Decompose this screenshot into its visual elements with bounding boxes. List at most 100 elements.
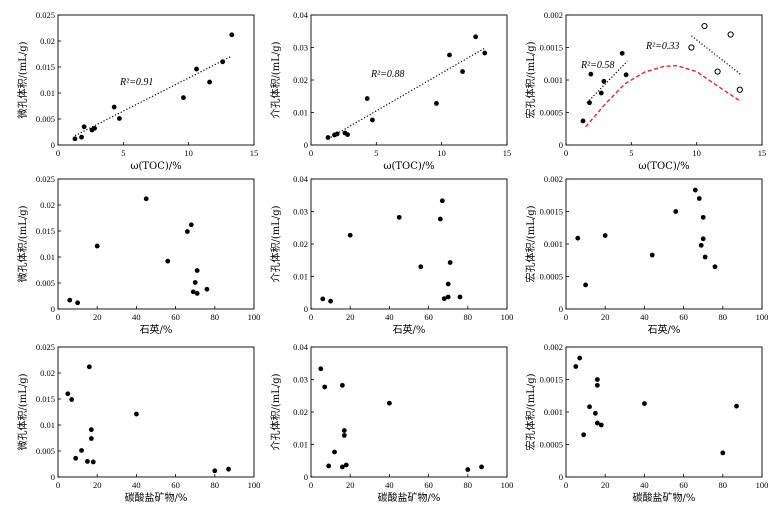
data-point (88, 436, 94, 441)
r-squared-label: R²=0.58 (580, 60, 614, 71)
data-point (75, 300, 80, 306)
x-tick-label: 40 (385, 312, 394, 322)
data-point (79, 448, 84, 453)
fitted-curve (585, 64, 741, 128)
y-tick-label: 0.001 (544, 239, 563, 249)
x-tick-label: 10 (437, 148, 446, 158)
y-tick-label: 0.025 (36, 10, 55, 20)
y-axis-label: 宏孔体积/(mL/g) (524, 373, 537, 450)
data-point (194, 268, 200, 273)
x-tick-label: 80 (464, 480, 473, 490)
x-axis-label: 碳酸盐矿物/% (125, 491, 188, 504)
x-tick-label: 0 (309, 480, 313, 490)
data-point (229, 32, 235, 38)
data-point (134, 411, 139, 417)
r-squared-label: R²=0.33 (645, 41, 679, 52)
x-tick-label: 0 (309, 312, 313, 322)
y-tick-label: 0.02 (40, 200, 55, 210)
x-tick-label: 20 (93, 312, 102, 322)
x-tick-label: 20 (346, 312, 355, 322)
x-tick-label: 100 (248, 480, 261, 490)
data-point (580, 118, 586, 124)
data-point (364, 96, 370, 101)
data-point (320, 296, 326, 302)
y-tick-label: 0 (559, 472, 563, 482)
data-point (207, 79, 212, 85)
y-tick-label: 0.025 (36, 174, 55, 184)
data-point (347, 232, 353, 238)
x-tick-label: 80 (719, 480, 728, 490)
data-point (457, 294, 463, 300)
y-tick-label: 0.02 (40, 368, 55, 378)
y-tick-label: 0.015 (36, 394, 55, 404)
data-point (72, 136, 78, 142)
trendline (74, 55, 233, 137)
data-point (194, 66, 199, 72)
data-point (445, 294, 451, 300)
data-point (341, 433, 347, 438)
y-tick-label: 0.04 (293, 10, 309, 20)
x-tick-label: 20 (601, 480, 610, 490)
x-tick-label: 40 (640, 480, 649, 490)
x-tick-label: 0 (309, 148, 313, 158)
y-tick-label: 0.04 (293, 174, 309, 184)
data-point (181, 95, 186, 101)
x-tick-label: 40 (640, 312, 649, 322)
x-tick-label: 60 (171, 312, 180, 322)
trendline (327, 47, 486, 140)
open-data-point (727, 31, 734, 38)
y-tick-label: 0.005 (36, 114, 55, 124)
data-point (86, 364, 92, 370)
data-point (194, 291, 200, 296)
y-tick-label: 0.0005 (540, 108, 563, 118)
x-tick-label: 40 (132, 480, 141, 490)
data-point (588, 71, 594, 77)
data-point (226, 466, 231, 472)
x-tick-label: 60 (171, 480, 180, 490)
x-tick-label: 15 (758, 148, 767, 158)
panel-h: 0 20 40 60 80 100 0 0.01 0.02 0.03 0.04 碳酸盐矿物/% 介孔体积… (270, 342, 513, 504)
x-tick-label: 15 (503, 148, 512, 158)
data-point (577, 355, 583, 361)
data-point (92, 125, 97, 131)
data-point (370, 117, 375, 123)
data-point (594, 382, 600, 388)
y-tick-label: 0.02 (293, 239, 308, 249)
data-point (85, 459, 90, 464)
panel-a: 0 5 10 15 0 0.005 0.01 0.015 0.02 0.025 ω(TOC)/% 微孔… (16, 10, 258, 172)
y-tick-label: 0 (559, 140, 563, 150)
data-point (192, 280, 198, 285)
data-point (341, 428, 347, 433)
data-point (575, 235, 581, 241)
data-point (601, 78, 607, 84)
y-tick-label: 0 (304, 304, 308, 314)
panel-b: 0 5 10 15 0 0.01 0.02 0.03 0.04 ω(TOC)/% 介孔体积/(mL/… (270, 10, 511, 172)
plot-frame (57, 346, 255, 478)
data-point (642, 401, 647, 406)
data-point (593, 410, 598, 416)
data-point (396, 214, 402, 220)
y-tick-label: 0.03 (293, 375, 308, 385)
x-axis-label: 石英/% (140, 323, 173, 336)
data-point (573, 364, 579, 369)
data-point (447, 260, 453, 265)
y-axis-label: 介孔体积/(mL/g) (270, 373, 282, 450)
data-point (696, 196, 702, 201)
data-point (165, 258, 171, 264)
y-tick-label: 0.002 (544, 174, 563, 184)
y-tick-label: 0.0005 (540, 272, 563, 282)
data-point (623, 72, 629, 78)
y-tick-label: 0.01 (293, 272, 308, 282)
y-tick-label: 0.002 (544, 10, 563, 20)
plot-frame (310, 346, 508, 478)
data-point (65, 391, 71, 397)
x-tick-label: 0 (56, 148, 60, 158)
data-point (90, 459, 96, 465)
data-point (387, 400, 392, 406)
y-tick-label: 0 (559, 304, 563, 314)
trendline (586, 60, 628, 104)
y-tick-label: 0.0015 (540, 375, 563, 385)
data-point (698, 242, 704, 248)
data-point (94, 243, 100, 249)
